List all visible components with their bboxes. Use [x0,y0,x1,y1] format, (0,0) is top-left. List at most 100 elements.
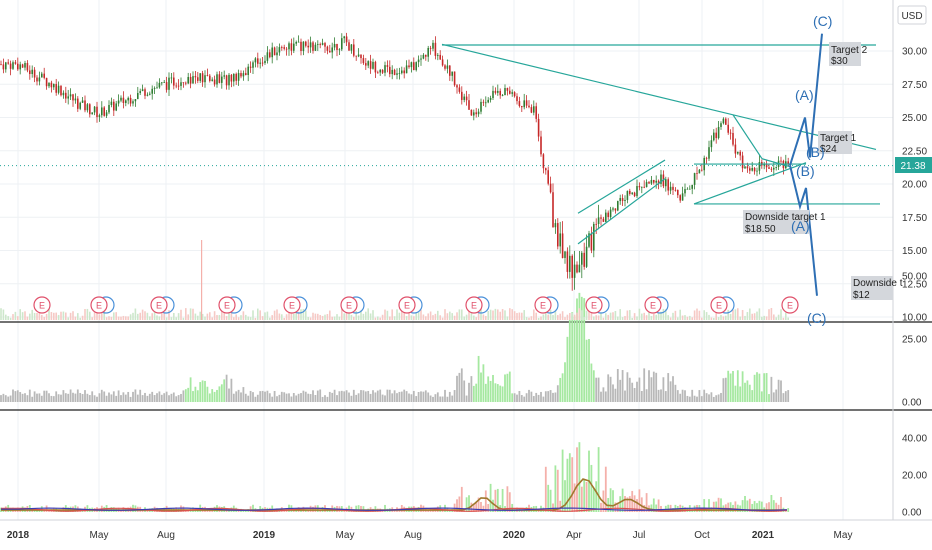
volume-bar [751,390,754,402]
indicator-bar [484,490,487,512]
volume-bar [326,396,329,402]
candle-body [624,199,626,201]
volume-bar [384,395,386,402]
volume-bar [727,370,730,402]
price-volume-bar [65,312,67,320]
candle-body [653,179,655,183]
price-volume-bar [57,314,60,320]
price-volume-bar [69,312,72,320]
price-volume-bar [245,314,247,320]
downside-target-1-annotation[interactable]: Downside target 1 $18.50 [743,210,826,235]
price-volume-bar [542,314,545,320]
indicator-bar [564,480,566,512]
price-candles [0,32,789,291]
price-volume-bar [314,313,317,320]
volume-bar [175,396,178,402]
price-volume-bar [285,314,288,320]
indicator-bar [583,478,586,512]
price-volume-bar [81,315,84,320]
candle-body [617,201,619,211]
price-volume-bar [53,312,55,320]
price-volume-bar [0,308,2,320]
price-volume-bar [494,308,497,320]
price-volume-bar [60,311,62,320]
indicator-bar [544,466,547,512]
currency-button[interactable] [897,5,927,25]
time-tick-label: Aug [404,530,422,541]
volume-bar [292,393,295,402]
candle-body [216,74,218,85]
price-volume-bar [122,315,125,320]
candle-body [619,198,621,202]
candle-body [581,252,583,265]
candle-body [655,180,657,183]
target-2-annotation[interactable]: Target 2 $30 [829,42,868,67]
price-volume-bar [477,311,480,320]
price-volume-bar [410,315,413,320]
candle-body [389,66,391,75]
volume-bar [696,396,698,402]
candle-body [338,49,341,51]
volume-bar [480,372,482,402]
volume-bar [26,395,29,402]
price-volume-bar [669,317,672,320]
candle-body [633,192,636,197]
price-volume-bar [276,309,278,320]
price-volume-bar [557,315,559,320]
volume-bar [619,379,622,402]
candle-body [516,96,518,102]
price-volume-bar [761,316,763,320]
indicator-bar [489,483,492,512]
time-axis[interactable]: 2018 May Aug 2019 May Aug 2020 Apr Jul Oct 2021 May [7,530,853,541]
candle-body [33,69,36,78]
candle-body [533,106,535,113]
price-volume-bar [432,315,434,320]
downside-target-2-annotation[interactable]: Downside t $12 [851,276,903,301]
price-volume-bar [446,313,449,320]
candle-body [211,79,213,81]
drawing-overlays[interactable] [441,33,880,296]
candle-body [261,62,264,64]
volume-bar [196,390,199,402]
price-volume-bar [79,317,81,320]
candle-body [729,132,732,134]
indicator-bar [566,458,569,512]
price-volume-bar [384,309,386,320]
volume-bar [182,390,185,402]
time-tick-label: Oct [694,530,710,541]
rising-channel-lower [577,178,666,245]
price-volume-bar [413,316,415,320]
price-volume-bar [381,314,384,320]
price-volume-bar [269,317,271,320]
indicator-bar [120,509,122,512]
volume-bar [415,396,418,402]
price-volume-bar [773,314,775,320]
volume-bar [492,374,494,402]
candle-body [499,90,501,96]
target-1-annotation[interactable]: Target 1 $24 [818,131,857,155]
candle-body [156,87,158,89]
volume-bar [386,389,389,402]
price-volume-bar [780,309,782,320]
price-volume-bar [278,313,281,320]
volume-bar [295,395,298,402]
candle-body [614,208,617,211]
volume-bar [501,386,504,402]
candle-body [74,98,77,101]
candle-body [381,69,384,73]
volume-bar [117,390,120,402]
price-axis[interactable]: 30.00 27.50 25.00 22.50 20.00 17.50 15.00 12.50… [902,47,927,519]
volume-bar [688,396,691,402]
candle-body [252,62,254,68]
candle-body [408,65,410,68]
candle-body [602,218,605,222]
indicator-bar [470,502,473,512]
price-volume-bar [89,311,91,320]
candle-body [290,43,293,51]
candle-body [161,82,163,84]
volume-bars [0,240,790,402]
volume-bar [100,389,103,402]
volume-bar [604,391,607,402]
